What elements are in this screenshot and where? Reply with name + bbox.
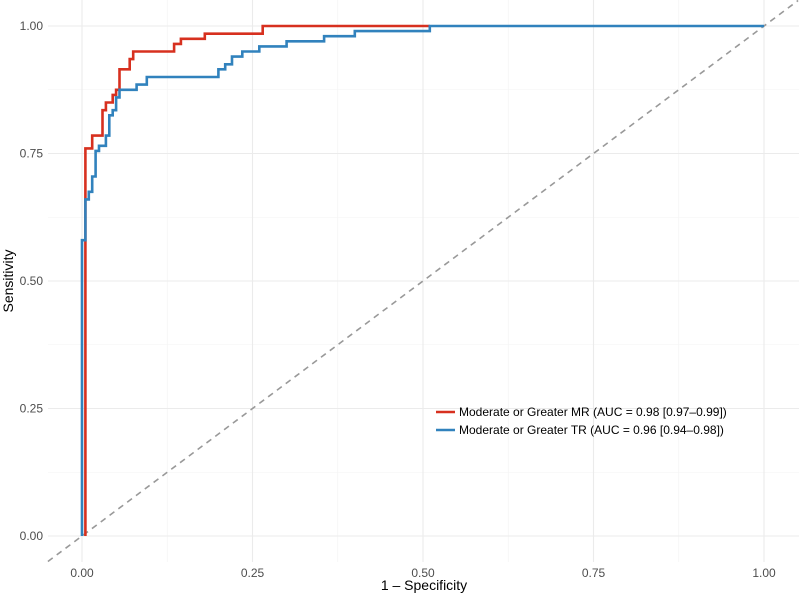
y-tick-label: 0.25: [20, 402, 44, 416]
y-tick-label: 0.00: [20, 529, 44, 543]
x-axis-title: 1 – Specificity: [381, 577, 467, 593]
roc-curve-tr: [80, 24, 764, 536]
legend-label-tr: Moderate or Greater TR (AUC = 0.96 [0.94…: [459, 423, 724, 437]
y-tick-label: 0.75: [20, 147, 44, 161]
x-tick-label: 0.50: [411, 566, 435, 580]
reference-line-layer: [47, 0, 799, 563]
roc-curve-mr: [84, 24, 430, 536]
x-tick-label: 1.00: [752, 566, 776, 580]
x-tick-label: 0.00: [70, 566, 94, 580]
x-tick-label: 0.75: [582, 566, 606, 580]
series-layer: [80, 24, 764, 536]
y-axis-ticks: 0.00 0.25 0.50 0.75 1.00: [20, 19, 44, 543]
y-tick-label: 1.00: [20, 19, 44, 33]
diagonal-reference-line: [47, 0, 799, 563]
y-axis-title: Sensitivity: [0, 249, 16, 312]
legend-label-mr: Moderate or Greater MR (AUC = 0.98 [0.97…: [459, 405, 727, 419]
x-axis-ticks: 0.00 0.25 0.50 0.75 1.00: [70, 566, 776, 580]
legend: Moderate or Greater MR (AUC = 0.98 [0.97…: [436, 405, 727, 437]
y-tick-label: 0.50: [20, 274, 44, 288]
x-tick-label: 0.25: [241, 566, 265, 580]
